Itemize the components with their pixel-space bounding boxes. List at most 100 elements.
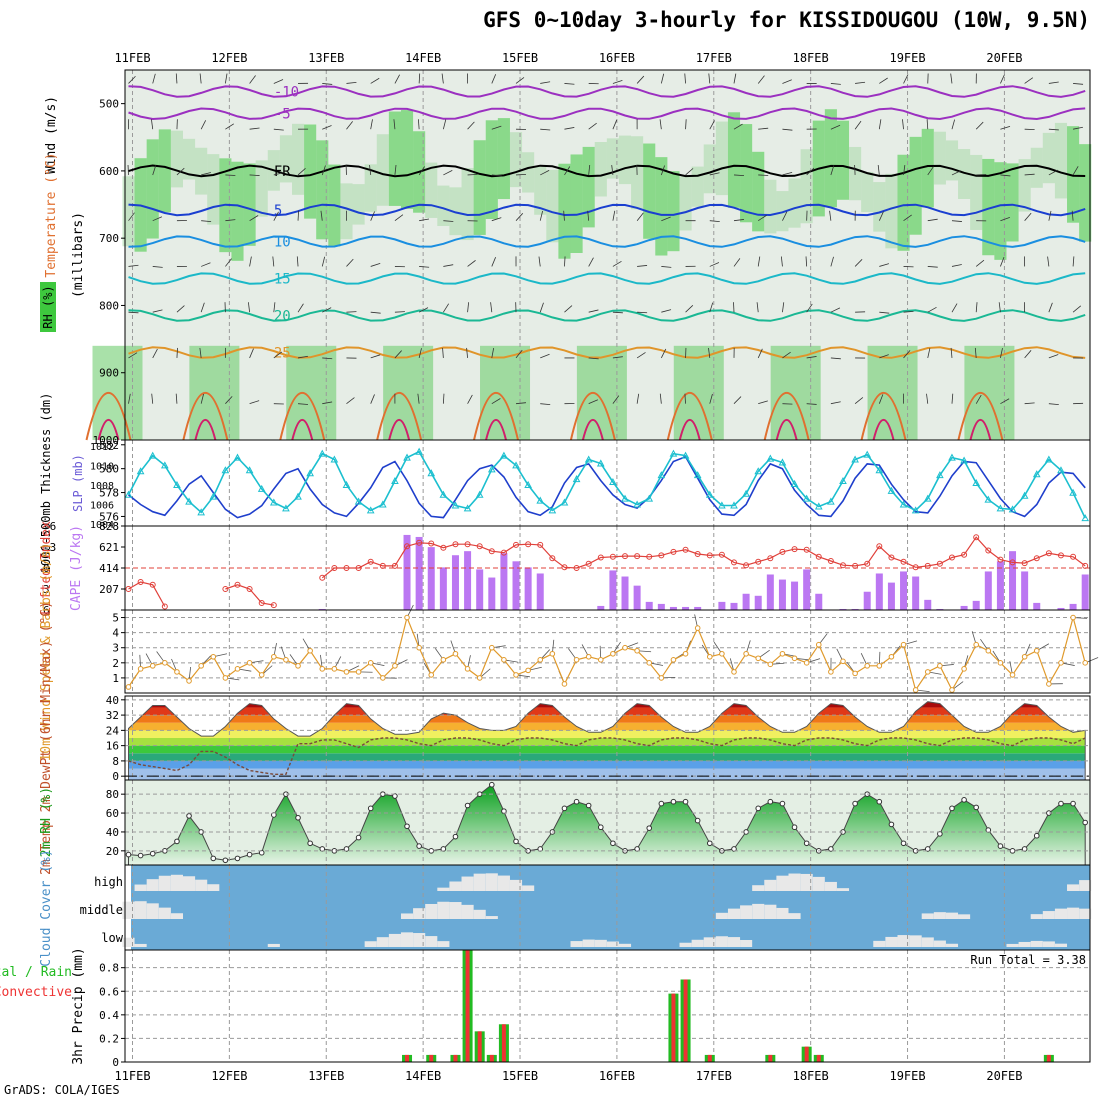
wind-barb (878, 394, 884, 404)
rh-tick-label: 60 (106, 807, 119, 820)
rh-column (867, 345, 918, 440)
temp-tick-label: 32 (106, 709, 119, 722)
wind-barb (951, 220, 962, 222)
rh-axis-label: 2m RH (%) (39, 787, 54, 857)
wind-barb (1048, 403, 1059, 406)
wind-barb (733, 302, 735, 313)
slp-marker (391, 477, 399, 485)
cape-bar (936, 608, 944, 610)
thickness-axis-label: 1000-500mb Thickness (dm) (39, 393, 53, 574)
rh-marker (404, 823, 410, 830)
slp-marker (633, 500, 641, 508)
wind-speed-marker (295, 663, 301, 669)
slp-marker (148, 451, 157, 459)
slp-marker (827, 497, 835, 505)
rh-column (480, 345, 531, 440)
cloud-axis-label: Cloud Cover (%) (39, 849, 54, 966)
wind-barb (612, 79, 623, 84)
wind-barb (199, 347, 202, 358)
isotherm-loop (775, 418, 798, 441)
cape-bar (1009, 551, 1017, 610)
wind-barb (830, 165, 835, 176)
wind-barb (637, 311, 648, 314)
cloud-block (146, 879, 159, 891)
wind-speed-marker (1009, 672, 1016, 678)
li-marker (900, 558, 907, 565)
cloud-block (449, 902, 462, 919)
cloud-level-label: high (94, 875, 123, 889)
wind-barb (225, 396, 233, 404)
rh-cell (449, 187, 462, 236)
wind-barb (370, 119, 373, 130)
wind-speed-marker (719, 650, 725, 657)
rh-marker (452, 833, 459, 840)
pressure-tick-label: 800 (99, 299, 119, 312)
date-label-top: 11FEB (114, 51, 150, 65)
date-label-top: 16FEB (599, 51, 635, 65)
wind-speed-marker (549, 650, 556, 657)
wind-speed-marker (876, 663, 883, 669)
thickness-frame (124, 439, 1091, 527)
rh-cell (546, 169, 559, 243)
thickness-tick-label: 578 (99, 487, 119, 500)
wind-speed-marker (646, 660, 653, 666)
li-marker (440, 544, 447, 551)
wind-speed-marker (162, 660, 168, 666)
wind-speed-marker (343, 669, 350, 675)
wind-barb (128, 352, 138, 359)
wind-barb (951, 303, 958, 313)
cape-bar (996, 561, 1004, 610)
date-label-bottom: 18FEB (793, 1069, 829, 1083)
rh-cell (158, 129, 171, 213)
isotherm-loop (388, 418, 411, 441)
cloud-block (134, 901, 147, 919)
wind-speed-marker (597, 657, 604, 663)
wind-barb (418, 307, 429, 313)
wind-speed-marker (464, 666, 471, 672)
cloud-block (921, 937, 934, 947)
wind-barb (709, 302, 714, 313)
wind-barb (152, 73, 156, 84)
wind-barb (128, 264, 139, 267)
cloud-block (812, 876, 825, 891)
isotherm-loop (291, 418, 314, 441)
slp-marker (197, 508, 206, 516)
isotherm-label: FR (274, 164, 291, 180)
slp-marker (936, 471, 944, 479)
slp-marker (378, 500, 387, 508)
wind-speed-marker (997, 660, 1004, 666)
rh-cell (485, 120, 498, 219)
pressure-tick-label: 600 (99, 165, 119, 178)
pressure-axis-label: (millibars) (71, 212, 86, 298)
wind-barb (322, 401, 333, 405)
isotherm-label: 5 (274, 203, 282, 219)
cloud-block (691, 939, 704, 947)
rh-cell (788, 178, 801, 228)
wind-barb (1000, 398, 1010, 405)
wind-barb (709, 172, 720, 176)
wind-barb (588, 257, 594, 267)
wind-barb (1048, 128, 1059, 131)
isotherm-loop (376, 391, 423, 441)
wind-speed-marker (355, 669, 362, 675)
rh-cell (1030, 147, 1043, 188)
wind-barb (539, 210, 543, 221)
wind-barb (539, 302, 544, 313)
li-marker (125, 586, 132, 592)
cloud-block (437, 941, 450, 947)
cloud-block (473, 909, 486, 919)
rh-cell (376, 134, 389, 206)
precip-convective-bar (477, 1031, 482, 1062)
wind-barb (782, 211, 788, 221)
wind-speed-marker (440, 657, 447, 663)
cloud-block (715, 912, 728, 919)
date-label-bottom: 14FEB (405, 1069, 441, 1083)
cape-bar (682, 606, 690, 610)
cloud-block (740, 905, 753, 919)
li-marker (234, 581, 241, 588)
cape-tick-label: 207 (99, 583, 119, 596)
wind-barb (176, 305, 185, 313)
wind-barb (564, 83, 575, 85)
temp-tick-label: 0 (112, 770, 119, 783)
wind-barb (806, 403, 817, 405)
